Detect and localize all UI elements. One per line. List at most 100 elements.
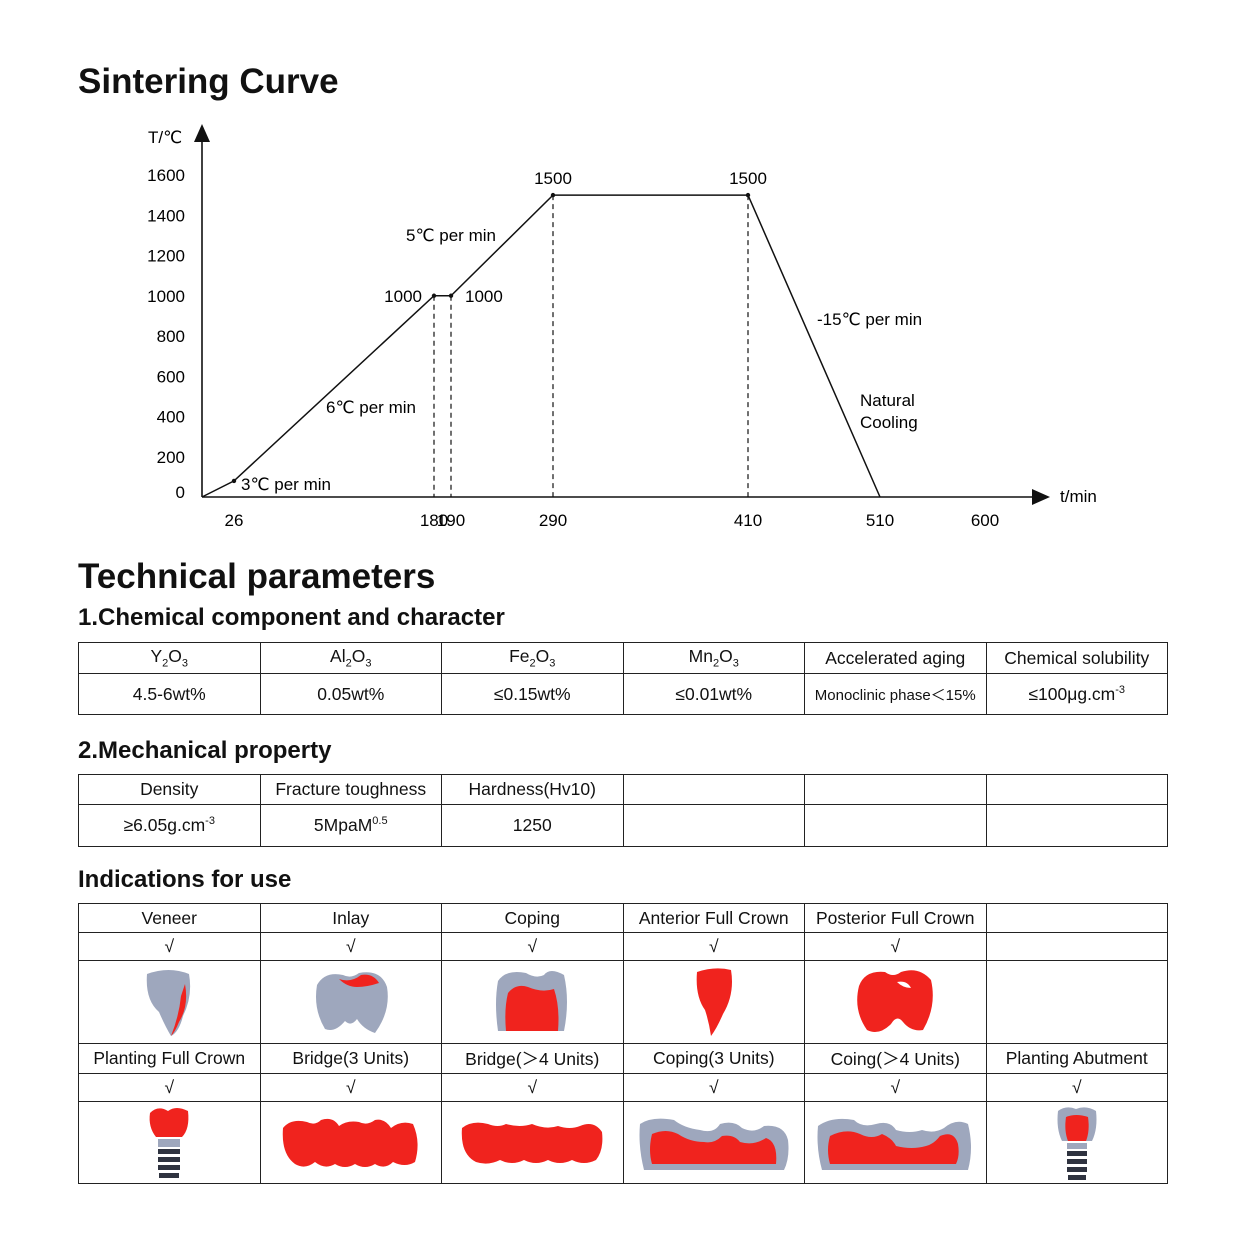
y-tick-label: 400 [157, 408, 185, 427]
y-tick-label: 600 [157, 367, 185, 386]
y-tick-label: 1600 [147, 166, 185, 185]
indication-planting-full-crown: Planting Full Crown [78, 1043, 261, 1074]
value-al2o3: 0.05wt% [259, 673, 442, 715]
veneer-image [78, 960, 261, 1044]
sintering-chart: T/℃ t/min 0 200 400 600 800 1000 1200 1400 1600 26 1… [147, 124, 1097, 530]
check-row-1: √ √ √ √ √ [78, 932, 1168, 961]
check-mark: √ [622, 932, 805, 961]
value-accelerated-aging: Monoclinic phase＜15% [804, 673, 987, 715]
x-tick-label: 190 [437, 511, 465, 530]
x-axis-arrow [1032, 489, 1050, 505]
check-mark: √ [441, 932, 624, 961]
header-empty [804, 774, 987, 805]
planting-abutment-image [985, 1101, 1168, 1184]
y-tick-label: 200 [157, 448, 185, 467]
point-label: 1500 [729, 169, 767, 188]
mechanical-section-title: 2.Mechanical property [78, 737, 332, 764]
value-y2o3: 4.5-6wt% [78, 673, 261, 715]
header-empty [622, 774, 805, 805]
indication-name-row-2: Planting Full Crown Bridge(3 Units) Brid… [78, 1043, 1168, 1074]
image-row-1 [78, 960, 1168, 1044]
header-fracture-toughness: Fracture toughness [259, 774, 442, 805]
point-label: 1500 [534, 169, 572, 188]
technical-parameters-title: Technical parameters [78, 557, 436, 596]
header-density: Density [78, 774, 261, 805]
header-al2o3: Al2O3 [259, 642, 442, 674]
y-tick-label: 1200 [147, 247, 185, 266]
y-axis-arrow [194, 124, 210, 142]
x-tick-label: 600 [971, 511, 999, 530]
rate-annotation: -15℃ per min [817, 310, 922, 329]
indication-coping-3-units: Coping(3 Units) [622, 1043, 805, 1074]
indications-section-title: Indications for use [78, 866, 292, 893]
sintering-line [201, 194, 881, 498]
indications-table: Veneer Inlay Coping Anterior Full Crown … [78, 903, 1168, 1184]
rate-annotation: 5℃ per min [406, 226, 496, 245]
data-point [231, 478, 237, 484]
sintering-curve-title: Sintering Curve [78, 62, 339, 101]
check-mark: √ [985, 1073, 1168, 1102]
indication-veneer: Veneer [78, 903, 261, 933]
indication-empty [985, 903, 1168, 933]
mechanical-table: Density Fracture toughness Hardness(Hv10… [78, 774, 1168, 847]
check-mark: √ [78, 932, 261, 961]
point-label: 1000 [384, 287, 422, 306]
y-tick-label: 800 [157, 327, 185, 346]
x-axis-label: t/min [1060, 487, 1097, 506]
x-tick-label: 180 [420, 511, 448, 530]
point-label: 1000 [465, 287, 503, 306]
cooling-annotation: Natural [860, 391, 915, 410]
mechanical-header-row: Density Fracture toughness Hardness(Hv10… [78, 774, 1168, 805]
coping-3-units-image [622, 1101, 805, 1184]
value-fe2o3: ≤0.15wt% [441, 673, 624, 715]
indication-anterior-full-crown: Anterior Full Crown [622, 903, 805, 933]
y-tick-label: 1400 [147, 206, 185, 225]
rate-annotation: 6℃ per min [326, 398, 416, 417]
value-empty [622, 804, 805, 847]
mechanical-value-row: ≥6.05g.cm-3 5MpaM0.5 1250 [78, 804, 1168, 847]
header-fe2o3: Fe2O3 [441, 642, 624, 674]
header-mn2o3: Mn2O3 [622, 642, 805, 674]
coping-image [441, 960, 624, 1044]
anterior-full-crown-image [622, 960, 805, 1044]
rate-annotation: 3℃ per min [241, 475, 331, 494]
bridge-4-units-image [441, 1101, 624, 1184]
value-mn2o3: ≤0.01wt% [622, 673, 805, 715]
y-tick-label: 0 [176, 483, 185, 502]
header-y2o3: Y2O3 [78, 642, 261, 674]
x-tick-label: 410 [734, 511, 762, 530]
image-row-2 [78, 1101, 1168, 1184]
indication-name-row-1: Veneer Inlay Coping Anterior Full Crown … [78, 903, 1168, 933]
check-empty [985, 932, 1168, 961]
inlay-image [259, 960, 442, 1044]
x-tick-label: 26 [225, 511, 244, 530]
planting-full-crown-image [78, 1101, 261, 1184]
chemical-table: Y2O3 Al2O3 Fe2O3 Mn2O3 Accelerated aging… [78, 642, 1168, 715]
chemical-value-row: 4.5-6wt% 0.05wt% ≤0.15wt% ≤0.01wt% Monoc… [78, 673, 1168, 715]
header-accelerated-aging: Accelerated aging [804, 642, 987, 674]
check-mark: √ [259, 1073, 442, 1102]
coing-4-units-image [804, 1101, 987, 1184]
check-mark: √ [622, 1073, 805, 1102]
posterior-full-crown-image [804, 960, 987, 1044]
check-row-2: √ √ √ √ √ √ [78, 1073, 1168, 1102]
indication-bridge-3-units: Bridge(3 Units) [259, 1043, 442, 1074]
value-empty [985, 804, 1168, 847]
value-density: ≥6.05g.cm-3 [78, 804, 261, 847]
indication-inlay: Inlay [259, 903, 442, 933]
chemical-section-title: 1.Chemical component and character [78, 604, 505, 631]
indication-coing-4-units: Coing(＞4 Units) [804, 1043, 987, 1074]
header-hardness: Hardness(Hv10) [441, 774, 624, 805]
check-mark: √ [78, 1073, 261, 1102]
image-empty [985, 960, 1168, 1044]
value-empty [804, 804, 987, 847]
value-hardness: 1250 [441, 804, 624, 847]
indication-planting-abutment: Planting Abutment [985, 1043, 1168, 1074]
value-fracture-toughness: 5MpaM0.5 [259, 804, 442, 847]
indication-coping: Coping [441, 903, 624, 933]
value-chemical-solubility: ≤100μg.cm-3 [985, 673, 1168, 715]
x-tick-label: 510 [866, 511, 894, 530]
x-tick-label: 290 [539, 511, 567, 530]
y-tick-label: 1000 [147, 287, 185, 306]
indication-posterior-full-crown: Posterior Full Crown [804, 903, 987, 933]
